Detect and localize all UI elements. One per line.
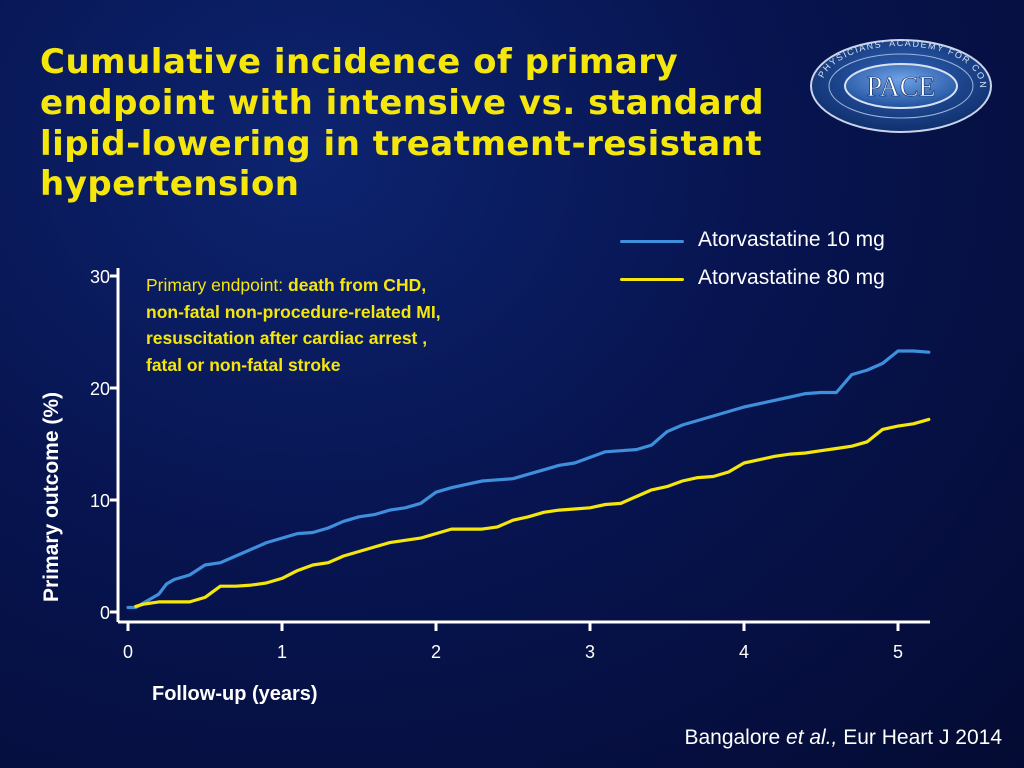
x-tick-label: 3: [585, 642, 595, 662]
y-tick-label: 20: [90, 379, 110, 399]
series-line-atorvastatine-10: [126, 349, 931, 610]
citation-author: Bangalore: [684, 726, 787, 749]
y-tick-label: 30: [90, 267, 110, 287]
title-line: Cumulative incidence of primary: [40, 42, 679, 82]
x-tick-label: 5: [893, 642, 903, 662]
endpoint-annotation: Primary endpoint: death from CHD, non-fa…: [146, 272, 546, 378]
x-tick-label: 0: [123, 642, 133, 662]
chart-axes: 0 10 20 30 0 1 2 3 4 5: [90, 267, 930, 662]
citation: Bangalore et al., Eur Heart J 2014: [684, 726, 1002, 750]
annotation-line: fatal or non-fatal stroke: [146, 354, 341, 375]
annotation-prefix: Primary endpoint:: [146, 275, 289, 295]
legend-swatch-blue: [620, 240, 684, 243]
title-line: endpoint with intensive vs. standard: [40, 82, 765, 123]
x-tick-label: 2: [431, 642, 441, 662]
chart-series: [126, 349, 931, 610]
annotation-line: death from CHD,: [288, 275, 427, 295]
x-tick-label: 1: [277, 642, 287, 662]
y-tick-label: 0: [100, 603, 110, 623]
pace-logo: PHYSICIANS' ACADEMY FOR CONTINUING EDUCA…: [808, 38, 992, 133]
legend-label: Atorvastatine 10 mg: [698, 228, 885, 251]
x-axis-label: Follow-up (years): [152, 683, 318, 705]
logo-center-text: PACE: [866, 72, 935, 103]
x-tick-label: 4: [739, 642, 749, 662]
title-line: hypertension: [40, 164, 300, 205]
page-title: Cumulative incidence of primary endpoint…: [40, 42, 920, 205]
legend-item-atorvastatine-80: Atorvastatine 80 mg: [618, 264, 958, 302]
title-line: lipid-lowering in treatment-resistant: [40, 123, 763, 164]
legend-label: Atorvastatine 80 mg: [698, 266, 885, 289]
legend-swatch-yellow: [620, 278, 684, 281]
annotation-line: non-fatal non-procedure-related MI,: [146, 301, 441, 322]
series-line-atorvastatine-80: [134, 417, 931, 608]
legend-item-atorvastatine-10: Atorvastatine 10 mg: [618, 226, 958, 264]
citation-journal: Eur Heart J 2014: [837, 726, 1002, 749]
annotation-line: resuscitation after cardiac arrest ,: [146, 328, 428, 349]
chart-legend: Atorvastatine 10 mg Atorvastatine 80 mg: [618, 226, 958, 302]
y-axis-label: Primary outcome (%): [40, 391, 63, 603]
citation-etal: et al.,: [786, 726, 838, 749]
y-tick-label: 10: [90, 491, 110, 511]
